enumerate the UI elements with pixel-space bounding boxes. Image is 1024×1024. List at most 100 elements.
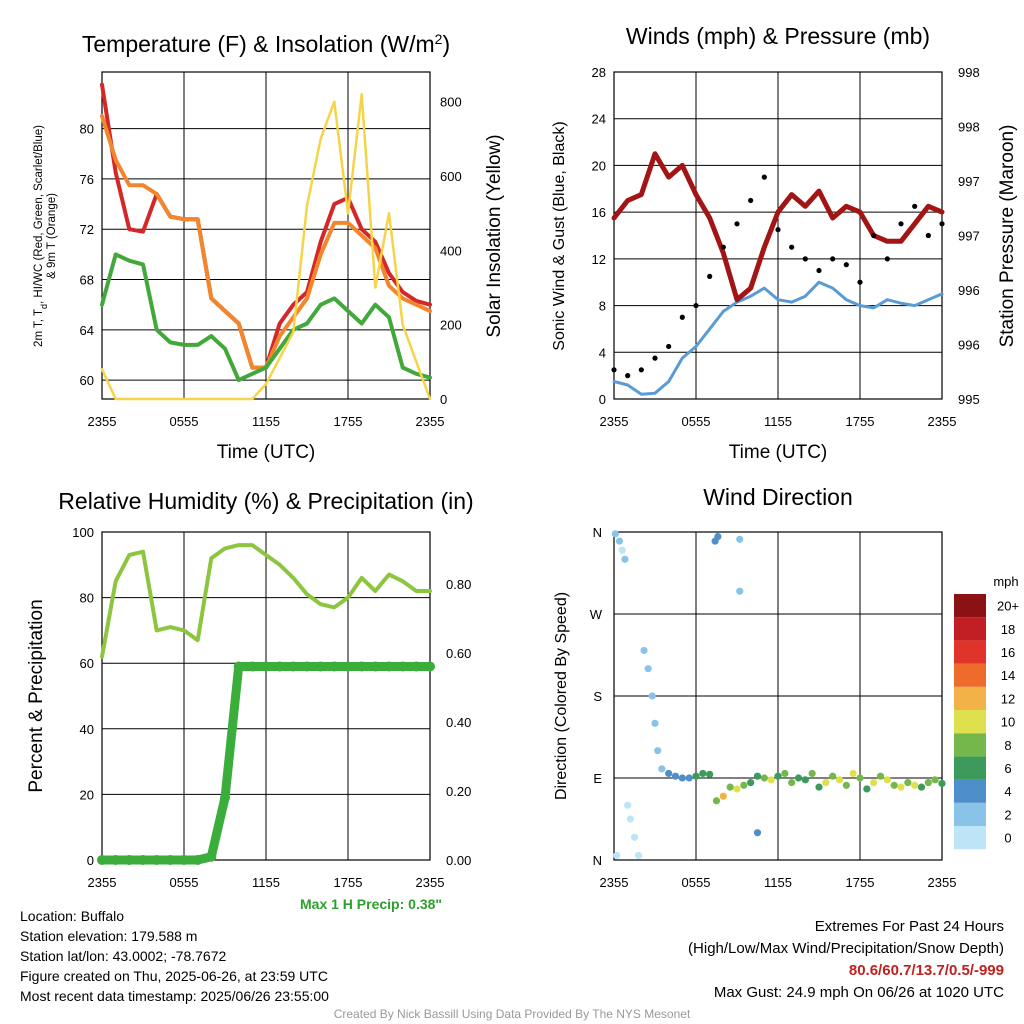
direction-point: [692, 772, 700, 780]
direction-point: [611, 530, 619, 538]
gust-point: [802, 256, 808, 262]
y-tick-label: 28: [592, 65, 606, 80]
x-tick-label: 0555: [170, 414, 199, 429]
direction-point: [658, 765, 666, 773]
wind-line: [612, 280, 944, 396]
y-tick-label: N: [593, 525, 602, 540]
elevation-text: Station elevation: 179.588 m: [20, 928, 198, 944]
x-tick-label: 1755: [846, 875, 875, 890]
direction-point: [870, 778, 878, 787]
gust-point: [912, 203, 918, 209]
direction-point: [938, 779, 946, 788]
y-tick-label: E: [593, 771, 602, 786]
y2-tick-label: 0: [440, 392, 447, 407]
gust-point: [857, 279, 863, 285]
gust-point: [898, 221, 904, 227]
colorbar-swatch: [954, 756, 986, 780]
direction-point: [626, 815, 635, 823]
y-tick-label: 60: [80, 656, 94, 671]
y2-tick-label: 995: [958, 392, 980, 407]
credit-text: Created By Nick Bassill Using Data Provi…: [333, 1007, 691, 1021]
gust-point: [625, 373, 631, 379]
chart-4-ylabel: Direction (Colored By Speed): [553, 592, 570, 800]
colorbar: 0 2 4 6 8 10 12 14 16 18 20+: [954, 594, 1019, 850]
direction-point: [774, 772, 782, 780]
extremes-title: Extremes For Past 24 Hours: [814, 918, 1004, 935]
x-tick-label: 1755: [846, 414, 875, 429]
gust-point: [925, 232, 931, 239]
direction-point: [747, 778, 755, 787]
y-tick-label: 20: [80, 787, 94, 802]
colorbar-swatch: [954, 710, 986, 734]
direction-point: [835, 776, 844, 784]
gust-point: [611, 367, 617, 373]
y2-tick-label: 996: [958, 283, 980, 298]
x-tick-label: 2355: [416, 414, 445, 429]
gust-point: [761, 174, 767, 180]
direction-point: [621, 555, 629, 563]
y-tick-label: 80: [80, 591, 94, 606]
direction-point: [644, 665, 652, 673]
y2-tick-label: 0.60: [446, 646, 471, 661]
gust-point: [871, 232, 877, 239]
y-tick-label: W: [590, 607, 603, 622]
y-tick-label: 64: [80, 323, 94, 338]
series-line-yellow: [100, 93, 432, 401]
direction-point: [640, 646, 648, 655]
direction-point: [876, 772, 885, 780]
y2-tick-label: 600: [440, 169, 462, 184]
x-tick-label: 1155: [252, 414, 280, 429]
rh-line: [100, 543, 432, 659]
created-text: Figure created on Thu, 2025-06-26, at 23…: [20, 968, 328, 984]
temperature-chart: 2355 0555 1155 1755 235560646872768002004006…: [80, 71, 462, 429]
colorbar-label: 14: [1001, 668, 1015, 683]
direction-point: [651, 719, 659, 727]
direction-point: [671, 772, 680, 780]
location-text: Location: Buffalo: [20, 908, 125, 924]
gust-point: [734, 221, 740, 227]
y2-tick-label: 997: [958, 174, 980, 189]
colorbar-label: 0: [1004, 831, 1011, 846]
y-tick-label: 76: [80, 172, 94, 187]
y-tick-label: 60: [80, 373, 94, 388]
direction-point: [630, 833, 639, 841]
precip-line: [97, 662, 435, 865]
chart-1-xlabel: Time (UTC): [217, 442, 316, 463]
gust-point: [720, 244, 726, 250]
y2-tick-label: 0.00: [446, 853, 471, 868]
y2-tick-label: 800: [440, 95, 462, 110]
direction-point: [794, 774, 803, 782]
x-tick-label: 2355: [88, 875, 117, 890]
pressure-line: [611, 151, 945, 303]
x-tick-label: 1155: [764, 875, 792, 890]
chart-3-ylabel: Percent & Precipitation: [26, 599, 47, 792]
x-tick-label: 1155: [252, 875, 280, 890]
y-tick-label: 100: [72, 525, 94, 540]
x-tick-label: 1155: [764, 414, 792, 429]
gust-point: [830, 256, 836, 262]
gust-point: [884, 256, 890, 262]
series-line-green: [100, 252, 432, 383]
colorbar-swatch: [954, 617, 986, 641]
direction-point: [863, 785, 871, 793]
gust-point: [693, 302, 699, 309]
gust-point: [816, 267, 822, 274]
y-tick-label: N: [593, 853, 602, 868]
winds-chart: 2355 0555 1155 1755 2355 0 4 8 12 16 20 24 28 995 996 9…: [592, 65, 980, 429]
direction-point: [665, 769, 673, 778]
x-tick-label: 2355: [928, 414, 957, 429]
extremes-subtitle: (High/Low/Max Wind/Precipitation/Snow De…: [688, 940, 1004, 957]
direction-point: [781, 769, 789, 778]
direction-point: [856, 774, 864, 782]
direction-point: [615, 537, 624, 545]
gust-point: [775, 227, 781, 233]
wind-direction-chart: 2355 0555 1155 1755 2355 N E S W N: [590, 525, 957, 890]
y-tick-label: 16: [592, 205, 606, 220]
chart-2-xlabel: Time (UTC): [729, 442, 828, 463]
direction-point: [678, 774, 686, 782]
direction-point: [706, 770, 714, 778]
gust-point: [939, 221, 945, 227]
colorbar-title: mph: [993, 574, 1018, 589]
chart-1-ylabel-b: & 9m T (Orange): [46, 193, 58, 279]
direction-point: [714, 532, 722, 541]
